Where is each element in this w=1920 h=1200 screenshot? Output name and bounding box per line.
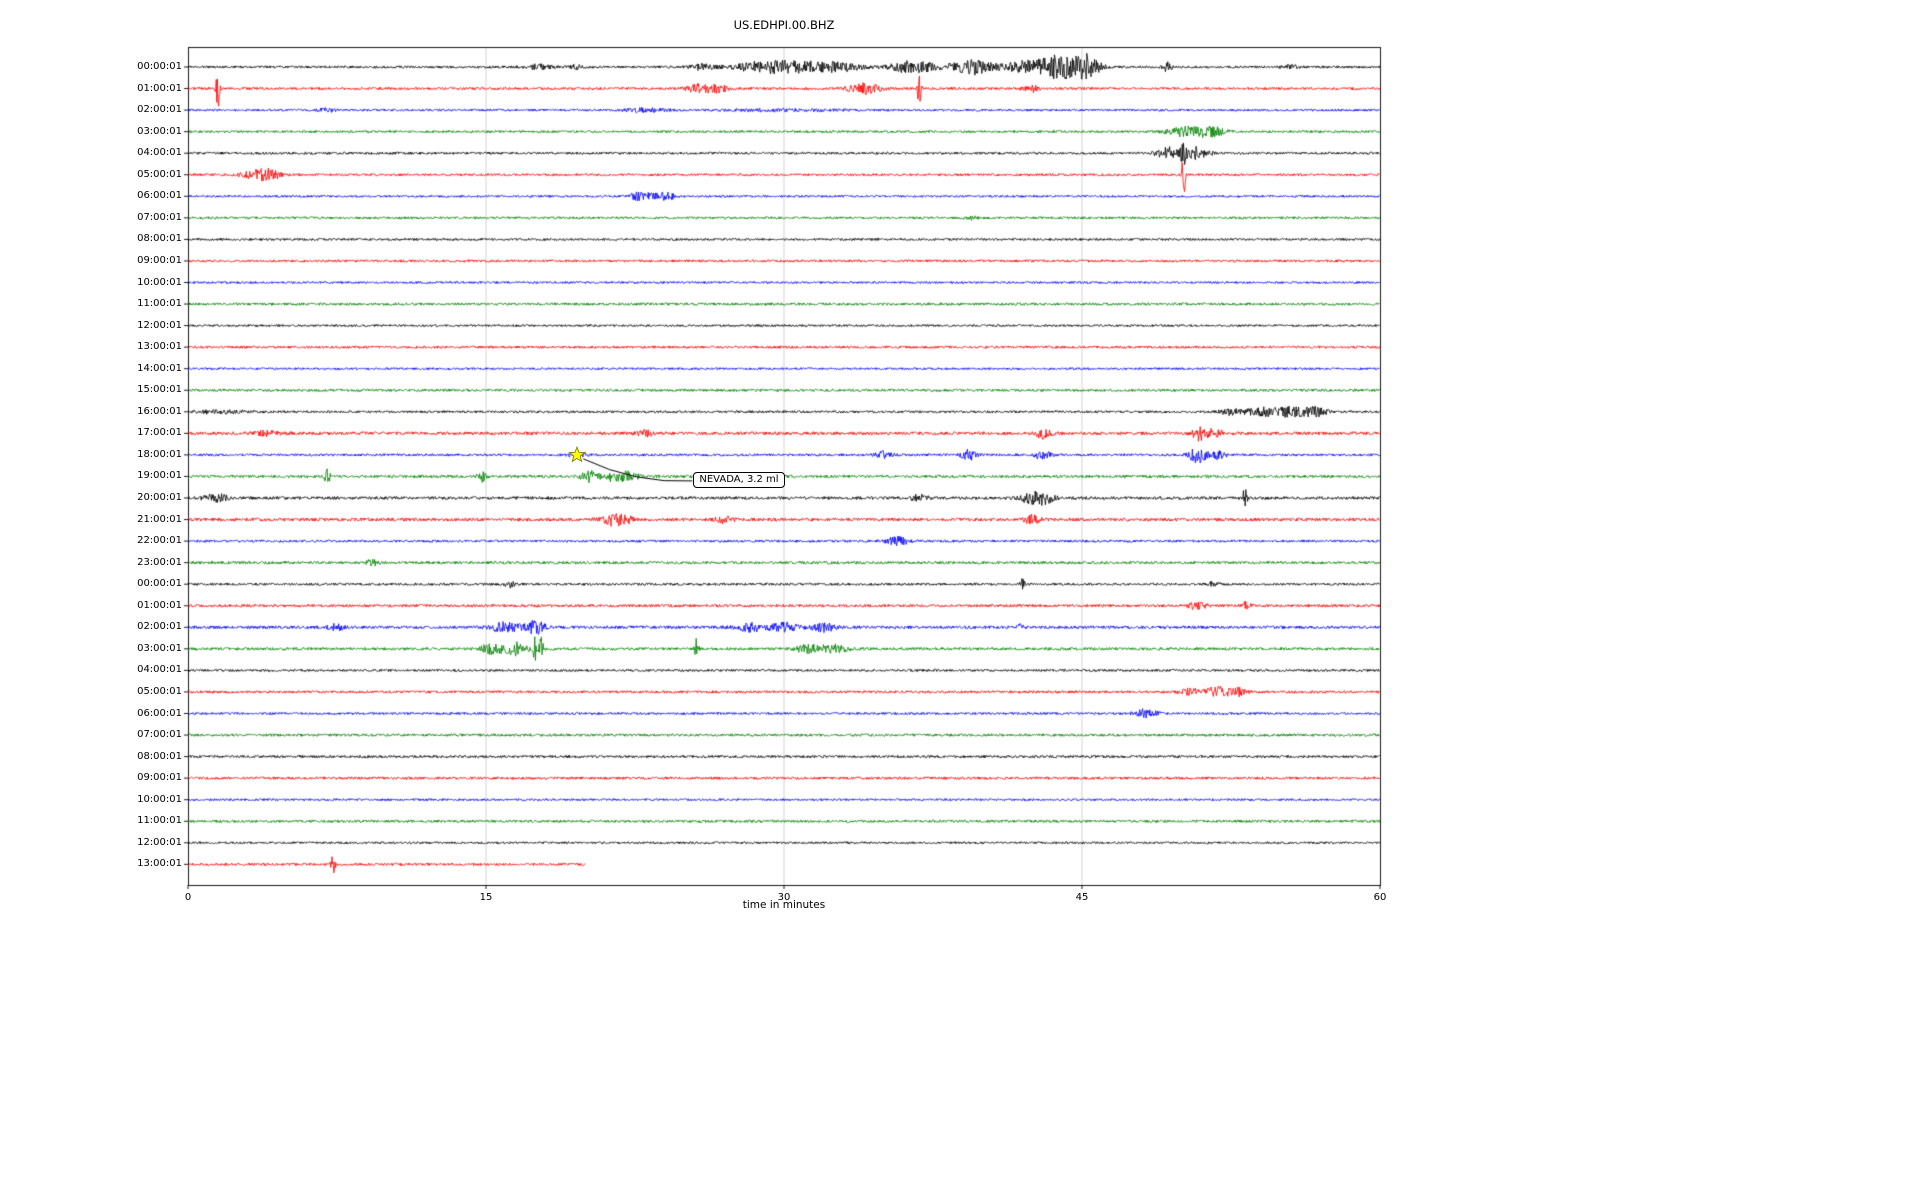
plot-title: US.EDHPI.00.BHZ [733, 18, 835, 32]
trace-time-label: 13:00:01 [137, 858, 182, 870]
trace-time-label: 16:00:01 [137, 405, 182, 417]
trace-time-label: 01:00:01 [137, 599, 182, 611]
trace-time-label: 19:00:01 [137, 470, 182, 482]
event-annotation-label: NEVADA, 3.2 ml [693, 471, 785, 488]
trace-time-label: 06:00:01 [137, 707, 182, 719]
trace-time-label: 04:00:01 [137, 147, 182, 159]
x-tick-label: 45 [1075, 892, 1089, 903]
trace-time-label: 17:00:01 [137, 427, 182, 439]
x-tick-label: 15 [479, 892, 493, 903]
event-star-icon [568, 445, 587, 463]
trace-time-label: 09:00:01 [137, 772, 182, 784]
trace-time-label: 01:00:01 [137, 82, 182, 94]
trace-time-label: 03:00:01 [137, 642, 182, 654]
trace-time-label: 21:00:01 [137, 513, 182, 525]
trace-time-label: 03:00:01 [137, 125, 182, 137]
trace-time-label: 00:00:01 [137, 578, 182, 590]
trace-time-label: 07:00:01 [137, 729, 182, 741]
trace-time-label: 00:00:01 [137, 61, 182, 72]
trace-time-label: 23:00:01 [137, 556, 182, 568]
trace-time-label: 12:00:01 [137, 319, 182, 331]
trace-time-label: 08:00:01 [137, 750, 182, 762]
trace-time-label: 08:00:01 [137, 233, 182, 245]
trace-time-label: 18:00:01 [137, 448, 182, 460]
trace-time-label: 22:00:01 [137, 535, 182, 547]
trace-time-label: 07:00:01 [137, 211, 182, 223]
trace-time-label: 05:00:01 [137, 685, 182, 697]
trace-time-label: 04:00:01 [137, 664, 182, 676]
trace-time-label: 11:00:01 [137, 298, 182, 310]
trace-time-label: 13:00:01 [137, 341, 182, 353]
trace-time-label: 05:00:01 [137, 168, 182, 180]
trace-time-label: 02:00:01 [137, 104, 182, 116]
trace-time-label: 14:00:01 [137, 362, 182, 374]
trace-time-label: 20:00:01 [137, 492, 182, 503]
trace-time-label: 09:00:01 [137, 254, 182, 266]
trace-time-label: 02:00:01 [137, 621, 182, 633]
trace-time-label: 12:00:01 [137, 836, 182, 848]
x-axis-title: time in minutes [742, 899, 826, 911]
trace-time-label: 10:00:01 [137, 793, 182, 805]
trace-time-label: 06:00:01 [137, 190, 182, 202]
trace-time-label: 10:00:01 [137, 276, 182, 288]
trace-time-label: 11:00:01 [137, 815, 182, 827]
x-tick-label: 60 [1373, 892, 1387, 903]
trace-time-label: 15:00:01 [137, 384, 182, 396]
x-tick-label: 0 [184, 892, 192, 903]
x-tick-label: 30 [777, 892, 791, 903]
